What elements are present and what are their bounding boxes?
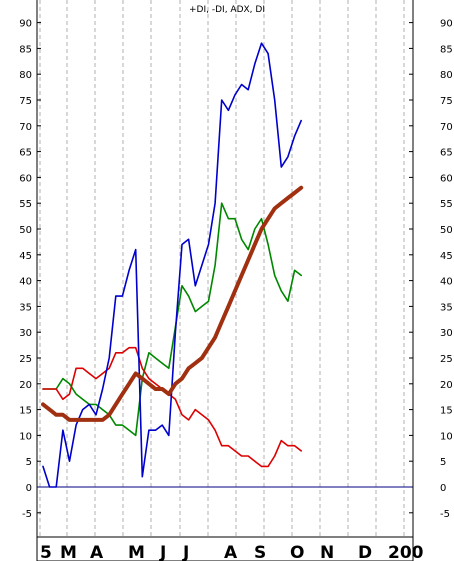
y-tick-label-right-16: 75 (440, 96, 453, 107)
y-tick-label-right-19: 90 (440, 19, 453, 30)
series-line-plus-di (42, 42, 302, 488)
y-tick-label-left-4: 15 (19, 406, 32, 417)
series-line-adx (41, 185, 304, 422)
y-tick-label-right-11: 50 (440, 225, 453, 236)
y-tick-label-left-9: 40 (19, 277, 32, 288)
x-label-1: M (60, 543, 77, 561)
y-tick-label-left-5: 20 (19, 380, 32, 391)
y-tick-label-left-1: 0 (26, 483, 32, 494)
y-tick-label-left-14: 65 (19, 148, 32, 159)
y-tick-label-left-7: 30 (19, 328, 32, 339)
y-tick-label-right-13: 60 (440, 173, 453, 184)
series-lines (37, 42, 413, 488)
y-tick-label-right-17: 80 (440, 70, 453, 81)
x-label-5: J (182, 543, 189, 561)
x-label-8: O (290, 543, 304, 561)
y-tick-label-right-8: 35 (440, 302, 453, 313)
y-tick-label-right-9: 40 (440, 277, 453, 288)
x-label-4: J (159, 543, 166, 561)
x-label-3: M (128, 543, 145, 561)
plot-frame (36, 0, 414, 561)
y-tick-label-left-0: -5 (22, 509, 32, 520)
y-tick-label-right-10: 45 (440, 251, 453, 262)
y-tick-label-left-17: 80 (19, 70, 32, 81)
y-tick-label-right-5: 20 (440, 380, 453, 391)
x-label-11: 200 (388, 543, 424, 561)
y-tick-label-right-2: 5 (440, 457, 446, 468)
y-tick-label-right-15: 70 (440, 122, 453, 133)
y-tick-label-left-6: 25 (19, 354, 32, 365)
y-tick-label-right-1: 0 (440, 483, 446, 494)
y-tick-label-right-0: -5 (440, 509, 450, 520)
y-tick-label-left-13: 60 (19, 173, 32, 184)
y-tick-label-left-8: 35 (19, 302, 32, 313)
x-label-9: N (320, 543, 334, 561)
y-tick-label-right-4: 15 (440, 406, 453, 417)
x-label-6: A (224, 543, 238, 561)
y-tick-label-right-14: 65 (440, 148, 453, 159)
x-label-7: S (254, 543, 266, 561)
y-tick-label-left-19: 90 (19, 19, 32, 30)
y-tick-label-right-6: 25 (440, 354, 453, 365)
chart-title: +DI, -DI, ADX, DI (189, 5, 265, 15)
y-tick-label-right-3: 10 (440, 431, 453, 442)
y-tick-label-right-12: 55 (440, 199, 453, 210)
y-tick-label-left-15: 70 (19, 122, 32, 133)
y-tick-label-left-16: 75 (19, 96, 32, 107)
y-tick-label-left-11: 50 (19, 225, 32, 236)
series-line-dx (42, 202, 302, 437)
x-label-10: D (358, 543, 372, 561)
y-tick-label-right-7: 30 (440, 328, 453, 339)
x-label-0: 5 (40, 543, 52, 561)
series-line-minus-di (42, 346, 302, 468)
y-tick-label-left-10: 45 (19, 251, 32, 262)
y-tick-label-left-18: 85 (19, 44, 32, 55)
y-tick-label-right-18: 85 (440, 44, 453, 55)
y-tick-label-left-12: 55 (19, 199, 32, 210)
y-tick-label-left-3: 10 (19, 431, 32, 442)
x-axis-labels: 5 M A M J J A S O N D 200 (40, 543, 424, 561)
y-tick-label-left-2: 5 (26, 457, 32, 468)
x-label-2: A (90, 543, 104, 561)
